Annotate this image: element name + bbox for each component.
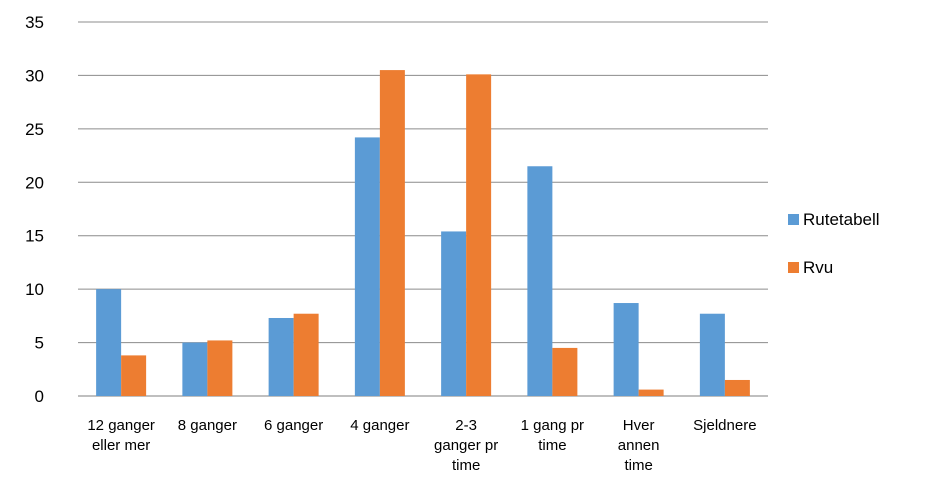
x-category-label: 8 ganger <box>178 417 237 434</box>
y-tick-label: 25 <box>25 120 44 139</box>
y-tick-label: 20 <box>25 173 44 192</box>
y-tick-label: 10 <box>25 280 44 299</box>
x-category-label: 2-3 ganger pr time <box>434 417 498 474</box>
bar-rutetabell-1 <box>182 342 208 396</box>
bar-rutetabell-5 <box>527 166 553 396</box>
legend-label-rvu: Rvu <box>803 258 833 277</box>
bar-rutetabell-0 <box>96 289 122 396</box>
bar-rutetabell-3 <box>354 137 380 397</box>
y-tick-label: 15 <box>25 227 44 246</box>
legend: Rutetabell Rvu <box>788 210 880 277</box>
bar-rutetabell-7 <box>699 313 725 396</box>
bar-rvu-7 <box>724 379 750 396</box>
bar-rutetabell-6 <box>613 303 639 396</box>
x-category-label: 6 ganger <box>264 417 323 434</box>
y-tick-label: 0 <box>35 387 44 406</box>
grid-lines <box>78 21 768 397</box>
legend-swatch-rvu <box>788 262 799 273</box>
legend-label-rutetabell: Rutetabell <box>803 210 880 229</box>
x-category-label: 12 ganger eller mer <box>87 417 155 454</box>
y-tick-label: 30 <box>25 66 44 85</box>
bar-rvu-3 <box>379 70 405 396</box>
bar-rvu-2 <box>293 313 319 396</box>
x-axis-categories: 12 ganger eller mer 8 ganger 6 ganger 4 gang… <box>87 417 756 474</box>
x-category-label: Hver annen time <box>618 417 660 474</box>
x-category-label: 1 gang pr time <box>521 417 584 454</box>
bar-rvu-6 <box>638 389 664 396</box>
bar-rutetabell-4 <box>441 231 467 396</box>
x-category-label: Sjeldnere <box>693 417 756 434</box>
y-tick-label: 5 <box>35 334 44 353</box>
bars <box>96 70 750 397</box>
bar-rvu-1 <box>207 340 233 396</box>
bar-rutetabell-2 <box>268 317 294 396</box>
bar-rvu-0 <box>121 355 147 396</box>
bar-rvu-5 <box>552 347 578 396</box>
bar-rvu-4 <box>466 74 492 397</box>
y-tick-label: 35 <box>25 13 44 32</box>
legend-swatch-rutetabell <box>788 214 799 225</box>
y-axis-ticks: 0 5 10 15 20 25 30 35 <box>25 13 44 406</box>
x-category-label: 4 ganger <box>350 417 409 434</box>
